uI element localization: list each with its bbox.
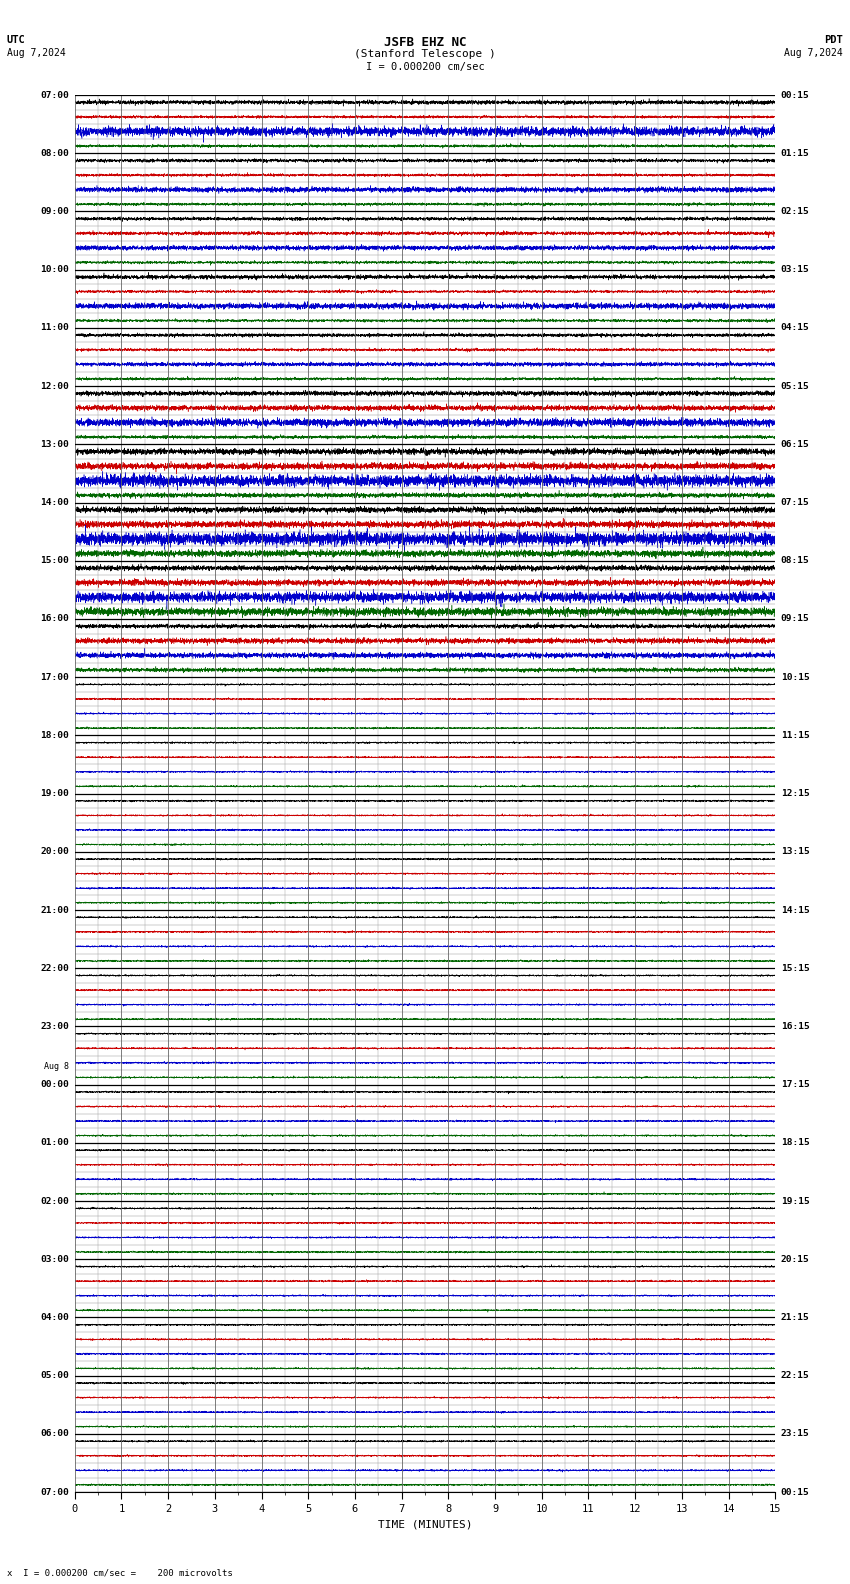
Text: x  I = 0.000200 cm/sec =    200 microvolts: x I = 0.000200 cm/sec = 200 microvolts: [7, 1568, 233, 1578]
Text: PDT: PDT: [824, 35, 843, 44]
Text: 16:15: 16:15: [781, 1022, 809, 1031]
Text: I = 0.000200 cm/sec: I = 0.000200 cm/sec: [366, 62, 484, 71]
Text: 08:00: 08:00: [41, 149, 69, 158]
Text: 17:00: 17:00: [41, 673, 69, 681]
Text: 14:15: 14:15: [781, 906, 809, 914]
Text: 12:15: 12:15: [781, 789, 809, 798]
Text: 20:00: 20:00: [41, 847, 69, 857]
Text: 23:15: 23:15: [781, 1429, 809, 1438]
Text: 14:00: 14:00: [41, 497, 69, 507]
X-axis label: TIME (MINUTES): TIME (MINUTES): [377, 1519, 473, 1530]
Text: 21:15: 21:15: [781, 1313, 809, 1323]
Text: 10:15: 10:15: [781, 673, 809, 681]
Text: 11:00: 11:00: [41, 323, 69, 333]
Text: 13:15: 13:15: [781, 847, 809, 857]
Text: 10:00: 10:00: [41, 265, 69, 274]
Text: UTC: UTC: [7, 35, 26, 44]
Text: 02:00: 02:00: [41, 1196, 69, 1205]
Text: Aug 7,2024: Aug 7,2024: [785, 48, 843, 57]
Text: 18:15: 18:15: [781, 1139, 809, 1147]
Text: 05:15: 05:15: [781, 382, 809, 391]
Text: 13:00: 13:00: [41, 440, 69, 448]
Text: 01:00: 01:00: [41, 1139, 69, 1147]
Text: JSFB EHZ NC: JSFB EHZ NC: [383, 36, 467, 49]
Text: 06:15: 06:15: [781, 440, 809, 448]
Text: (Stanford Telescope ): (Stanford Telescope ): [354, 49, 496, 59]
Text: 04:00: 04:00: [41, 1313, 69, 1323]
Text: Aug 8: Aug 8: [44, 1061, 69, 1071]
Text: 17:15: 17:15: [781, 1080, 809, 1090]
Text: 16:00: 16:00: [41, 615, 69, 624]
Text: 05:00: 05:00: [41, 1372, 69, 1380]
Text: 19:00: 19:00: [41, 789, 69, 798]
Text: Aug 7,2024: Aug 7,2024: [7, 48, 65, 57]
Text: 22:15: 22:15: [781, 1372, 809, 1380]
Text: 04:15: 04:15: [781, 323, 809, 333]
Text: 12:00: 12:00: [41, 382, 69, 391]
Text: 18:00: 18:00: [41, 730, 69, 740]
Text: 22:00: 22:00: [41, 963, 69, 973]
Text: 00:15: 00:15: [781, 1487, 809, 1497]
Text: 07:00: 07:00: [41, 90, 69, 100]
Text: 20:15: 20:15: [781, 1255, 809, 1264]
Text: 19:15: 19:15: [781, 1196, 809, 1205]
Text: 00:15: 00:15: [781, 90, 809, 100]
Text: 11:15: 11:15: [781, 730, 809, 740]
Text: 03:15: 03:15: [781, 265, 809, 274]
Text: 07:00: 07:00: [41, 1487, 69, 1497]
Text: 03:00: 03:00: [41, 1255, 69, 1264]
Text: 15:00: 15:00: [41, 556, 69, 565]
Text: 01:15: 01:15: [781, 149, 809, 158]
Text: 06:00: 06:00: [41, 1429, 69, 1438]
Text: 21:00: 21:00: [41, 906, 69, 914]
Text: 09:15: 09:15: [781, 615, 809, 624]
Text: 02:15: 02:15: [781, 208, 809, 215]
Text: 07:15: 07:15: [781, 497, 809, 507]
Text: 23:00: 23:00: [41, 1022, 69, 1031]
Text: 09:00: 09:00: [41, 208, 69, 215]
Text: 15:15: 15:15: [781, 963, 809, 973]
Text: 00:00: 00:00: [41, 1080, 69, 1090]
Text: 08:15: 08:15: [781, 556, 809, 565]
